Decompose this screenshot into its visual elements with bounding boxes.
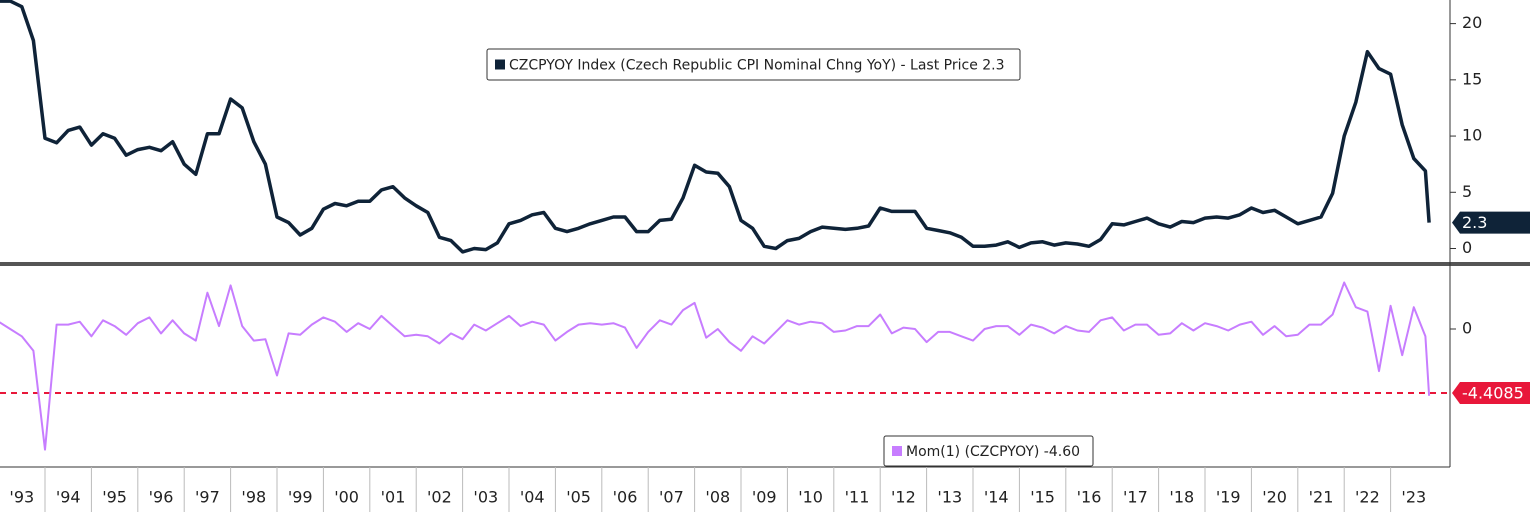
x-tick-label: '06 [613,488,638,507]
legend-swatch [495,59,505,70]
legend-label: Mom(1) (CZCPYOY) -4.60 [906,444,1080,460]
last-price-tag [1452,211,1530,234]
x-tick-label: '03 [473,488,498,507]
x-tick-label: '18 [1169,488,1194,507]
x-tick-label: '10 [798,488,823,507]
last-price-label: 2.3 [1462,213,1487,232]
legend-label: CZCPYOY Index (Czech Republic CPI Nomina… [509,58,1005,74]
x-tick-label: '12 [891,488,916,507]
y-tick-label: 0 [1462,238,1472,257]
x-tick-label: '07 [659,488,684,507]
x-tick-label: '20 [1262,488,1287,507]
data-line [0,281,1431,451]
reference-tag [1452,382,1530,405]
x-tick-label: '23 [1401,488,1426,507]
x-tick-label: '01 [381,488,406,507]
y-tick-label: 20 [1462,13,1482,32]
x-tick-label: '19 [1216,488,1241,507]
x-tick-label: '00 [334,488,359,507]
x-tick-label: '22 [1355,488,1380,507]
x-tick-label: '95 [102,488,127,507]
x-tick-label: '94 [56,488,81,507]
x-tick-label: '14 [984,488,1009,507]
x-tick-label: '05 [566,488,591,507]
x-tick-label: '21 [1309,488,1334,507]
reference-label: -4.4085 [1462,384,1524,403]
x-tick-label: '99 [288,488,313,507]
data-line [0,0,1431,254]
x-tick-label: '97 [195,488,220,507]
legend-box [883,435,1094,467]
x-tick-label: '15 [1030,488,1055,507]
x-tick-label: '16 [1077,488,1102,507]
x-tick-label: '11 [845,488,870,507]
y-tick-label: 0 [1462,319,1472,338]
legend-box [486,48,1021,81]
x-tick-label: '96 [149,488,174,507]
panel-separator [0,262,1530,266]
x-tick-label: '09 [752,488,777,507]
x-tick-label: '98 [241,488,266,507]
x-tick-label: '93 [9,488,34,507]
x-tick-label: '17 [1123,488,1148,507]
y-tick-label: 15 [1462,69,1482,88]
y-tick-label: 5 [1462,182,1472,201]
y-tick-label: 10 [1462,126,1482,145]
legend-swatch [892,446,902,456]
x-tick-label: '02 [427,488,452,507]
x-tick-label: '08 [705,488,730,507]
x-tick-label: '13 [937,488,962,507]
x-tick-label: '04 [520,488,545,507]
